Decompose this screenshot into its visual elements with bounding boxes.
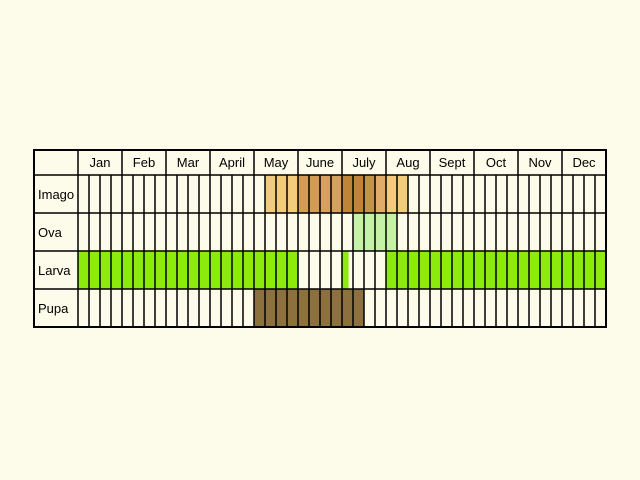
stage-label-imago: Imago bbox=[38, 187, 74, 202]
month-label-sept: Sept bbox=[439, 155, 466, 170]
month-label-may: May bbox=[264, 155, 289, 170]
table-border bbox=[33, 149, 607, 328]
month-label-dec: Dec bbox=[572, 155, 596, 170]
span-imago-4 bbox=[364, 175, 375, 213]
month-label-aug: Aug bbox=[396, 155, 419, 170]
stage-label-ova: Ova bbox=[38, 225, 63, 240]
stage-label-pupa: Pupa bbox=[38, 301, 69, 316]
month-label-nov: Nov bbox=[528, 155, 552, 170]
span-larva-1 bbox=[342, 251, 349, 289]
month-label-feb: Feb bbox=[133, 155, 155, 170]
month-label-july: July bbox=[352, 155, 376, 170]
month-label-april: April bbox=[219, 155, 245, 170]
stage-label-larva: Larva bbox=[38, 263, 71, 278]
month-label-jan: Jan bbox=[90, 155, 111, 170]
month-label-mar: Mar bbox=[177, 155, 200, 170]
span-imago-0 bbox=[265, 175, 298, 213]
month-label-june: June bbox=[306, 155, 334, 170]
month-label-oct: Oct bbox=[486, 155, 507, 170]
span-imago-5 bbox=[375, 175, 386, 213]
